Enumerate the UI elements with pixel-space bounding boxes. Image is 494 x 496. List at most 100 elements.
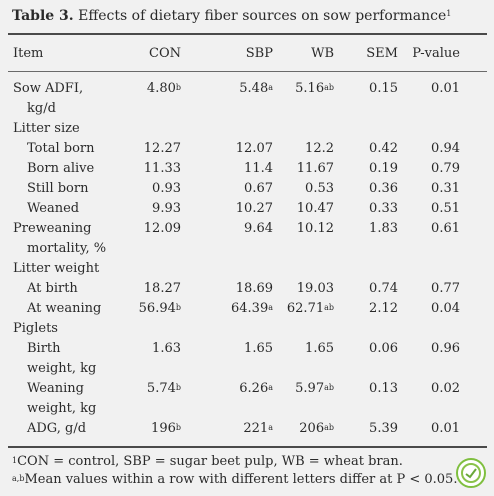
cell-p-value: 0.77 — [431, 281, 460, 296]
footnote-2-mark: a,b — [12, 474, 25, 483]
cell-wb: 0.53 — [305, 179, 334, 199]
cell-sbp-value: 12.07 — [235, 141, 273, 156]
cell-con-value: 18.27 — [143, 281, 181, 296]
caption-footnote-mark: 1 — [446, 9, 452, 18]
cell-p: 0.96 — [431, 339, 460, 359]
row-label: kg/d — [27, 101, 56, 116]
cell-con-value: 5.74 — [146, 381, 176, 396]
cell-con-value: 9.93 — [152, 201, 181, 216]
table-row: Total born 12.27 12.07 12.2 0.42 0.94 — [0, 139, 494, 159]
cell-sbp: 64.39a — [231, 299, 273, 319]
cell-wb-value: 12.2 — [305, 141, 334, 156]
cell-sbp: 9.64 — [244, 219, 273, 239]
cell-p-value: 0.01 — [431, 421, 460, 436]
cell-wb-superscript: ab — [324, 303, 334, 312]
table-row: ADG, g/d 196b 221a 206ab 5.39 0.01 — [0, 419, 494, 439]
row-label: Still born — [27, 181, 89, 196]
cell-sem: 0.19 — [369, 159, 398, 179]
row-label: Piglets — [13, 321, 58, 336]
table-row: mortality, % — [0, 239, 494, 259]
row-label: ADG, g/d — [27, 421, 87, 436]
row-label: Litter size — [13, 121, 80, 136]
cell-sbp-value: 11.4 — [244, 161, 273, 176]
cell-wb-value: 62.71 — [286, 301, 325, 316]
cell-wb-value: 5.16 — [295, 81, 325, 96]
cell-sbp-value: 64.39 — [231, 301, 269, 316]
cell-sem: 0.74 — [369, 279, 398, 299]
cell-con-value: 4.80 — [146, 81, 176, 96]
top-rule — [8, 33, 487, 35]
cell-wb-value: 10.47 — [296, 201, 334, 216]
cell-p: 0.04 — [431, 299, 460, 319]
cell-con-value: 56.94 — [138, 301, 176, 316]
row-label: weight, kg — [27, 401, 97, 416]
cell-sem-value: 0.15 — [369, 81, 398, 96]
cell-p: 0.94 — [431, 139, 460, 159]
table-row: Sow ADFI, 4.80b 5.48a 5.16ab 0.15 0.01 — [0, 79, 494, 99]
table-label: Table 3. — [12, 8, 74, 24]
row-label: Weaning — [27, 381, 84, 396]
cell-wb: 19.03 — [297, 279, 334, 299]
cell-wb: 62.71ab — [287, 299, 334, 319]
cell-sbp: 1.65 — [244, 339, 273, 359]
row-label: Total born — [27, 141, 95, 156]
cell-con: 18.27 — [144, 279, 181, 299]
table-title: Effects of dietary fiber sources on sow … — [78, 8, 447, 24]
cell-p-value: 0.61 — [431, 221, 460, 236]
cell-sbp-value: 1.65 — [244, 341, 273, 356]
cell-sbp: 0.67 — [244, 179, 273, 199]
cell-p: 0.01 — [431, 419, 460, 439]
cell-p-value: 0.51 — [431, 201, 460, 216]
cell-p: 0.61 — [431, 219, 460, 239]
cell-sbp: 12.07 — [236, 139, 273, 159]
cell-wb-value: 10.12 — [296, 221, 334, 236]
table-row: weight, kg — [0, 399, 494, 419]
cell-p-value: 0.96 — [431, 341, 460, 356]
cell-con: 5.74b — [147, 379, 181, 399]
cell-con-value: 1.63 — [152, 341, 181, 356]
cell-p-value: 0.01 — [431, 81, 460, 96]
cell-p: 0.01 — [431, 79, 460, 99]
table-row: Birth 1.63 1.65 1.65 0.06 0.96 — [0, 339, 494, 359]
cell-sem-value: 0.06 — [369, 341, 398, 356]
header-wb: WB — [311, 46, 334, 61]
cell-sem-value: 0.74 — [369, 281, 398, 296]
table-row: weight, kg — [0, 359, 494, 379]
cell-con-superscript: b — [175, 423, 181, 432]
footnote-2-text: Mean values within a row with different … — [24, 472, 458, 487]
cell-sbp-value: 9.64 — [244, 221, 273, 236]
cell-con-superscript: b — [175, 83, 181, 92]
cell-sbp-value: 6.26 — [239, 381, 269, 396]
row-label: Preweaning — [13, 221, 92, 236]
cell-con-value: 11.33 — [143, 161, 181, 176]
table-row: Still born 0.93 0.67 0.53 0.36 0.31 — [0, 179, 494, 199]
cell-sbp: 221a — [243, 419, 273, 439]
header-con: CON — [149, 46, 181, 61]
table-row: At birth 18.27 18.69 19.03 0.74 0.77 — [0, 279, 494, 299]
cell-con-superscript: b — [175, 383, 181, 392]
cell-sbp-value: 10.27 — [235, 201, 273, 216]
cell-sem: 2.12 — [369, 299, 398, 319]
cell-p-value: 0.94 — [431, 141, 460, 156]
cell-wb: 1.65 — [305, 339, 334, 359]
cell-sbp-superscript: a — [268, 423, 273, 432]
cell-con-value: 0.93 — [152, 181, 181, 196]
cell-p: 0.77 — [431, 279, 460, 299]
cell-con: 12.27 — [144, 139, 181, 159]
row-label: mortality, % — [27, 241, 107, 256]
cell-wb: 10.47 — [297, 199, 334, 219]
cell-sem-value: 0.42 — [369, 141, 398, 156]
header-rule — [8, 71, 487, 72]
bottom-rule — [8, 446, 487, 448]
cell-sem-value: 0.19 — [369, 161, 398, 176]
cell-sbp: 10.27 — [236, 199, 273, 219]
cell-sem-value: 2.12 — [369, 301, 398, 316]
cell-con-value: 12.27 — [143, 141, 181, 156]
cell-sem-value: 0.33 — [369, 201, 398, 216]
cell-con-value: 12.09 — [143, 221, 181, 236]
cell-sem: 0.13 — [369, 379, 398, 399]
cell-p: 0.79 — [431, 159, 460, 179]
header-sem: SEM — [366, 46, 398, 61]
cell-con: 9.93 — [152, 199, 181, 219]
table-row: Born alive 11.33 11.4 11.67 0.19 0.79 — [0, 159, 494, 179]
